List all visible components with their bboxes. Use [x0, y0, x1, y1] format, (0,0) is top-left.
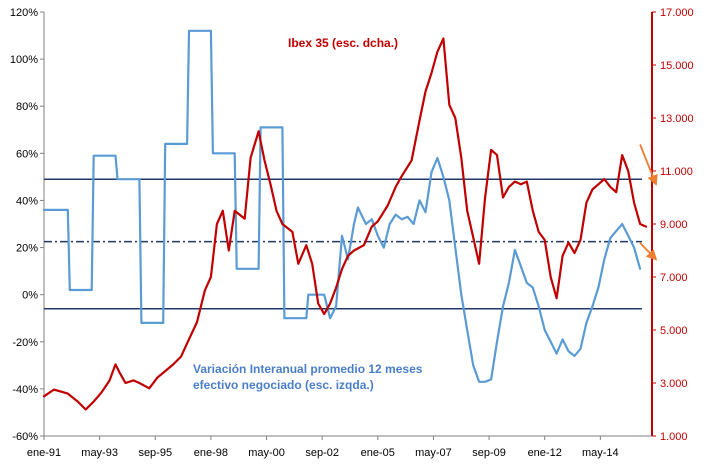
volume-annotation-line1: Variación Interanual promedio 12 meses — [193, 362, 423, 376]
left-tick-label: -60% — [12, 431, 38, 443]
x-tick-label: ene-12 — [528, 447, 562, 459]
x-tick-label: ene-05 — [361, 447, 395, 459]
volume-series-line — [42, 29, 642, 383]
right-tick-label: 11.000 — [660, 166, 693, 178]
right-tick-label: 13.000 — [660, 113, 694, 125]
trend-arrow-2 — [639, 242, 658, 261]
left-tick-label: 100% — [10, 54, 38, 66]
series-group — [42, 29, 648, 411]
x-tick-label: may-14 — [582, 447, 619, 459]
axes: -60% -40% -20% 0% 20% 40% 60% 80% 100% 120% 1.000 3… — [10, 7, 694, 459]
left-tick-label: 60% — [16, 148, 38, 160]
x-tick-label: sep-95 — [138, 447, 172, 459]
trend-arrows — [639, 144, 658, 261]
right-tick-label: 17.000 — [660, 7, 694, 19]
trend-arrow-1 — [639, 144, 658, 186]
left-tick-label: -20% — [12, 337, 38, 349]
left-tick-label: 20% — [16, 243, 38, 255]
x-tick-label: may-93 — [81, 447, 118, 459]
right-tick-label: 3.000 — [660, 378, 688, 390]
x-tick-label: sep-09 — [472, 447, 506, 459]
ibex-series-line — [42, 37, 648, 411]
left-tick-label: 40% — [16, 195, 38, 207]
right-tick-label: 9.000 — [660, 219, 688, 231]
right-tick-label: 1.000 — [660, 431, 688, 443]
left-tick-label: 120% — [10, 7, 38, 19]
x-tick-label: ene-91 — [27, 447, 61, 459]
volume-annotation-line2: efectivo negociado (esc. izqda.) — [193, 378, 374, 392]
right-tick-label: 5.000 — [660, 325, 688, 337]
x-tick-label: may-07 — [415, 447, 452, 459]
left-tick-label: -40% — [12, 384, 38, 396]
left-tick-label: 80% — [16, 101, 38, 113]
ibex-annotation: Ibex 35 (esc. dcha.) — [288, 36, 398, 50]
x-tick-label: ene-98 — [194, 447, 228, 459]
x-tick-label: may-00 — [248, 447, 285, 459]
right-tick-label: 7.000 — [660, 272, 688, 284]
x-tick-label: sep-02 — [305, 447, 339, 459]
left-tick-label: 0% — [22, 290, 38, 302]
right-tick-label: 15.000 — [660, 60, 694, 72]
